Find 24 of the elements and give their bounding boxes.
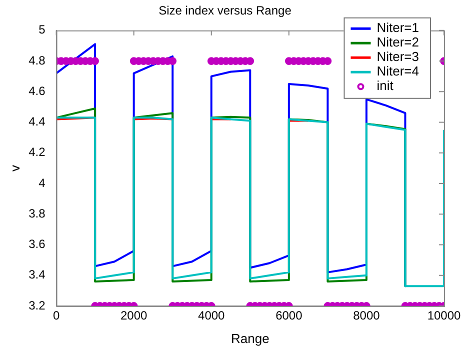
y-tick-label: 3.4 <box>28 268 46 282</box>
y-tick-label: 3.6 <box>28 237 46 252</box>
y-tick-label: 4 <box>38 176 46 190</box>
x-tick-label: 6000 <box>276 308 303 323</box>
y-tick-label: 4.2 <box>28 145 46 160</box>
legend-label: Niter=2 <box>376 34 420 50</box>
x-tick-label: 4000 <box>198 308 226 323</box>
y-tick-label: 5 <box>38 22 46 37</box>
x-tick-label: 0 <box>52 308 60 323</box>
y-tick-label: 4.4 <box>28 114 46 129</box>
y-tick-label: 4.8 <box>28 53 46 68</box>
legend-label: Niter=4 <box>376 64 420 79</box>
chart-title: Size index versus Range <box>158 4 292 18</box>
legend-label: init <box>376 78 394 94</box>
y-tick-label: 3.2 <box>28 298 46 312</box>
x-axis-title: Range <box>230 330 270 346</box>
legend-label: Niter=1 <box>376 20 420 36</box>
y-tick-label: 4.6 <box>28 84 46 98</box>
x-tick-label: 10000 <box>427 308 462 323</box>
x-tick-label: 8000 <box>353 308 380 323</box>
legend-label: Niter=3 <box>376 49 420 64</box>
x-tick-label: 2000 <box>120 308 148 323</box>
y-axis-title: v <box>7 164 22 172</box>
y-tick-label: 3.8 <box>28 206 46 220</box>
